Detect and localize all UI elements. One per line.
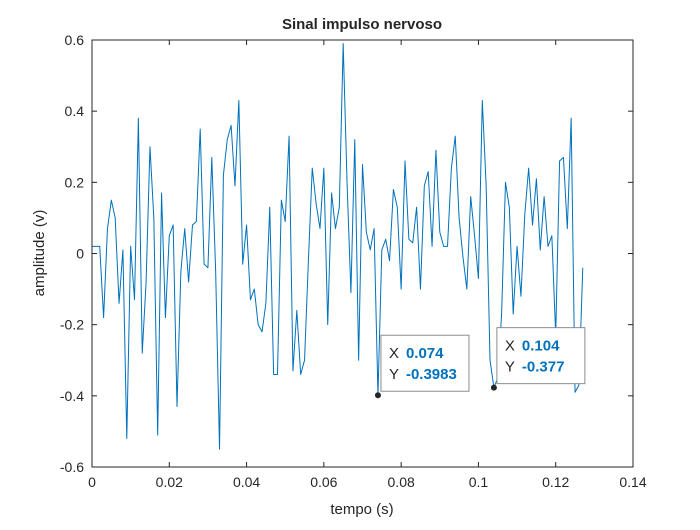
datatip-x-value: 0.104	[522, 338, 560, 355]
datatip-y-label: Y	[389, 366, 399, 383]
chart-title: Sinal impulso nervoso	[282, 16, 442, 33]
y-tick-label: -0.2	[60, 317, 84, 333]
data-layer	[92, 43, 584, 450]
y-tick-label: -0.6	[60, 459, 84, 475]
y-tick-label: 0.2	[65, 174, 85, 190]
x-tick-label: 0.14	[619, 474, 646, 490]
datatip-y-label: Y	[505, 359, 515, 376]
y-tick-label: 0	[76, 246, 84, 262]
signal-line	[92, 43, 584, 450]
x-tick-label: 0.08	[388, 474, 415, 490]
datatip: X 0.104 Y -0.377	[490, 327, 586, 391]
datatip-x-value: 0.074	[406, 345, 444, 362]
y-tick-label: -0.4	[60, 388, 84, 404]
x-tick-label: 0.1	[469, 474, 489, 490]
plot-frame	[91, 39, 634, 468]
datatip-marker	[490, 384, 497, 391]
x-tick-label: 0.06	[310, 474, 337, 490]
datatip-y-value: -0.3983	[406, 366, 457, 383]
datatip-box	[380, 334, 470, 392]
x-tick-label: 0.04	[233, 474, 260, 490]
y-tick-label: 0.4	[65, 103, 85, 119]
ticks-layer: 0 0.02 0.04 0.06 0.08 0.1 0.12 0.140.60.40.20-0…	[60, 32, 647, 490]
datatip-marker	[374, 392, 381, 399]
datatip: X 0.074 Y -0.3983	[374, 334, 470, 399]
y-axis-label: amplitude (v)	[31, 210, 48, 297]
datatip-x-label: X	[505, 338, 515, 355]
x-tick-label: 0	[88, 474, 96, 490]
datatip-y-value: -0.377	[522, 359, 565, 376]
plot-area	[92, 40, 633, 467]
y-tick-label: 0.6	[65, 32, 85, 48]
x-tick-label: 0.02	[156, 474, 183, 490]
datatips-layer: X 0.074 Y -0.3983 X 0.104 Y -0.377	[374, 327, 586, 399]
datatip-box	[496, 327, 586, 385]
datatip-x-label: X	[389, 345, 399, 362]
x-tick-label: 0.12	[542, 474, 569, 490]
x-axis-label: tempo (s)	[330, 501, 393, 518]
